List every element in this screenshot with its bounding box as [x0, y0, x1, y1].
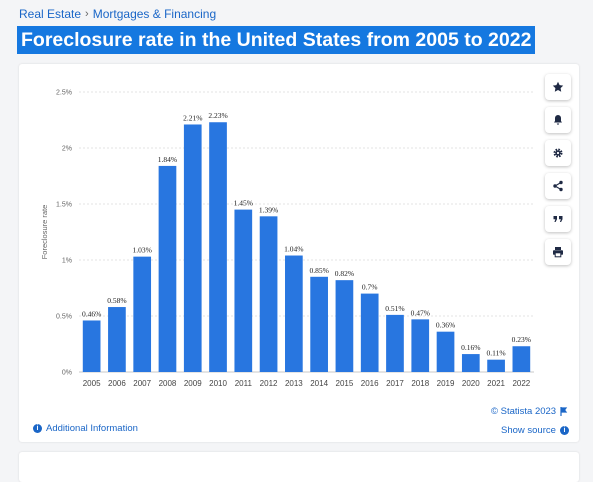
info-icon: i	[33, 424, 42, 433]
x-tick-label: 2008	[159, 379, 177, 388]
y-tick-label: 1.5%	[56, 202, 72, 209]
show-source-link[interactable]: Show source i	[501, 425, 569, 436]
favorite-button[interactable]	[545, 74, 571, 100]
breadcrumb: Real Estate › Mortgages & Financing	[19, 7, 216, 21]
y-axis-title: Foreclosure rate	[40, 205, 49, 260]
data-label: 1.03%	[133, 246, 152, 255]
x-tick-label: 2012	[260, 379, 278, 388]
data-label: 0.82%	[335, 269, 354, 278]
bar	[461, 354, 480, 372]
page-title: Foreclosure rate in the United States fr…	[17, 26, 536, 54]
bar	[335, 280, 354, 372]
flag-icon	[560, 407, 568, 416]
data-label: 0.51%	[385, 304, 404, 313]
print-button[interactable]	[545, 239, 571, 265]
breadcrumb-link-real-estate[interactable]: Real Estate	[19, 7, 82, 21]
share-button[interactable]	[545, 173, 571, 199]
x-tick-label: 2015	[336, 379, 354, 388]
data-label: 0.36%	[436, 321, 455, 330]
bar	[360, 293, 379, 372]
info-icon: i	[559, 426, 569, 435]
copyright-link[interactable]: © Statista 2023	[491, 406, 568, 417]
data-label: 0.47%	[411, 308, 430, 317]
quote-icon	[553, 216, 563, 222]
x-tick-label: 2022	[512, 379, 530, 388]
x-tick-label: 2013	[285, 379, 303, 388]
bar	[82, 320, 101, 372]
share-icon	[553, 180, 563, 192]
bar	[209, 122, 227, 372]
y-tick-label: 0%	[62, 370, 72, 377]
gear-icon	[553, 148, 563, 158]
bar	[310, 276, 328, 372]
y-tick-label: 2%	[62, 146, 72, 153]
bar	[183, 124, 202, 372]
data-label: 2.21%	[183, 113, 202, 122]
data-label: 0.11%	[487, 349, 506, 358]
bar	[108, 307, 126, 372]
x-tick-label: 2006	[108, 379, 126, 388]
x-tick-label: 2017	[386, 379, 404, 388]
data-label: 1.39%	[259, 205, 278, 214]
notification-button[interactable]	[545, 107, 571, 133]
show-source-label: Show source	[501, 425, 556, 436]
bar	[436, 331, 455, 372]
data-label: 0.16%	[461, 343, 480, 352]
data-label: 2.23%	[208, 111, 227, 120]
data-label: 0.23%	[512, 335, 531, 344]
y-tick-label: 2.5%	[56, 90, 72, 97]
star-icon	[552, 81, 564, 92]
x-tick-label: 2009	[184, 379, 202, 388]
additional-information-link[interactable]: i Additional Information	[33, 423, 138, 434]
bar-chart: 0% 0.5% 1% 1.5% 2% 2.5% Foreclosure rate 0.46% 2…	[40, 90, 534, 388]
x-tick-label: 2018	[411, 379, 429, 388]
x-tick-label: 2019	[437, 379, 455, 388]
data-label: 1.04%	[284, 245, 303, 254]
data-label: 0.7%	[362, 283, 378, 292]
x-tick-label: 2011	[235, 379, 253, 388]
data-label: 0.46%	[82, 309, 101, 318]
x-tick-label: 2020	[462, 379, 480, 388]
bar	[259, 216, 278, 372]
x-tick-label: 2007	[133, 379, 151, 388]
bar	[512, 346, 531, 372]
bar	[487, 359, 505, 372]
x-tick-label: 2005	[83, 379, 101, 388]
bar	[386, 314, 404, 372]
bar	[234, 209, 253, 372]
breadcrumb-link-mortgages[interactable]: Mortgages & Financing	[92, 7, 217, 21]
breadcrumb-separator: ›	[85, 8, 89, 20]
cite-button[interactable]	[545, 206, 571, 232]
data-label: 0.85%	[309, 266, 328, 275]
chart-card: 0% 0.5% 1% 1.5% 2% 2.5% Foreclosure rate 0.46% 2…	[19, 64, 579, 442]
x-tick-label: 2014	[310, 379, 328, 388]
x-tick-label: 2010	[209, 379, 227, 388]
bell-icon	[554, 115, 562, 125]
bar	[411, 319, 430, 372]
y-tick-label: 0.5%	[56, 314, 72, 321]
settings-button[interactable]	[545, 140, 571, 166]
x-tick-label: 2016	[361, 379, 379, 388]
data-label: 0.58%	[107, 296, 126, 305]
bar	[158, 165, 177, 372]
print-icon	[553, 247, 563, 258]
x-tick-label: 2021	[487, 379, 505, 388]
data-label: 1.45%	[234, 199, 253, 208]
bar	[285, 255, 303, 372]
next-card	[19, 452, 579, 482]
y-tick-label: 1%	[62, 258, 72, 265]
additional-information-label: Additional Information	[46, 423, 138, 434]
bar	[133, 256, 152, 372]
copyright-text: © Statista 2023	[491, 406, 557, 417]
data-label: 1.84%	[158, 155, 177, 164]
